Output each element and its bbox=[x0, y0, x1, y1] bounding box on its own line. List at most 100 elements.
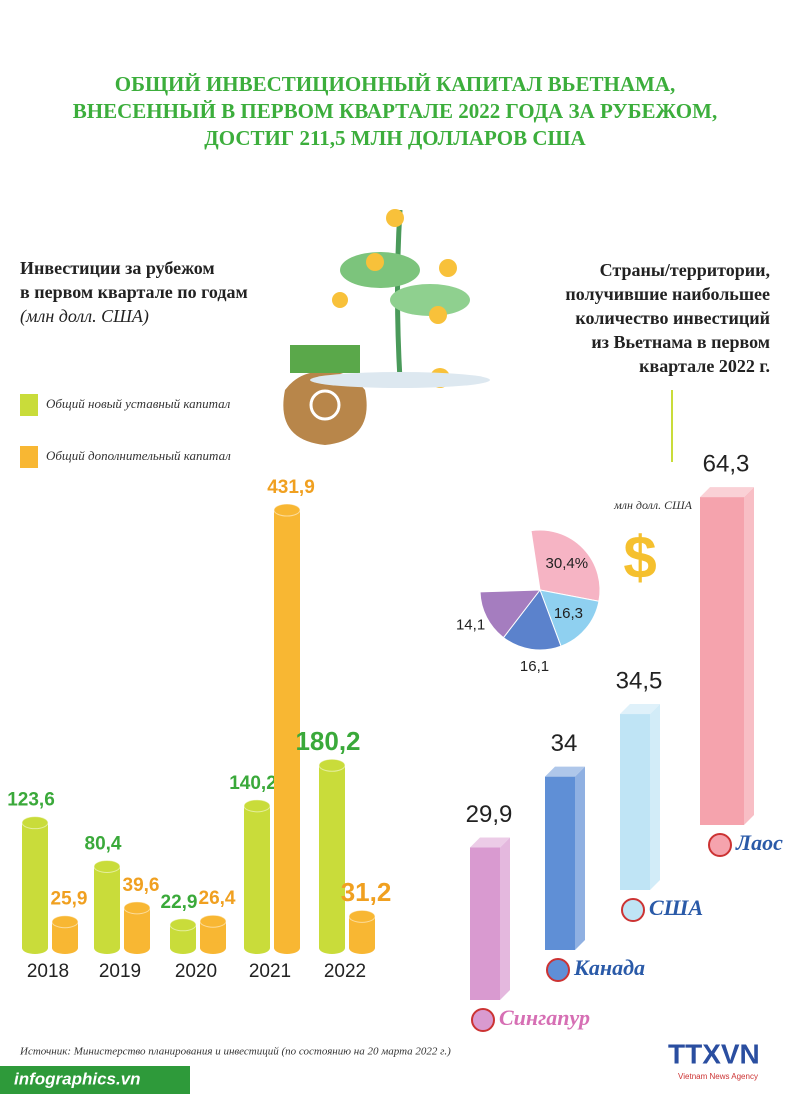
x-tick-label: 2019 bbox=[99, 961, 141, 982]
pie-label: 14,1 bbox=[456, 617, 485, 634]
chart-title: из Вьетнама в первом bbox=[591, 332, 770, 352]
value-label: 34 bbox=[551, 730, 578, 757]
bar bbox=[93, 859, 121, 954]
bar-body bbox=[319, 765, 345, 948]
chart-title: квартале 2022 г. bbox=[639, 356, 770, 376]
bar-front bbox=[700, 497, 744, 825]
bar-foot bbox=[124, 942, 150, 954]
bar-top-tint bbox=[700, 487, 754, 498]
brand: TTXVN bbox=[668, 1038, 760, 1069]
bar-side bbox=[500, 837, 510, 1000]
pie-label: 16,3 bbox=[554, 605, 583, 622]
legend-label: Общий дополнительный капитал bbox=[46, 448, 231, 463]
bar-body bbox=[274, 510, 300, 948]
legend-label: Общий новый уставный капитал bbox=[46, 396, 231, 411]
bar-foot bbox=[349, 942, 375, 954]
bar-foot bbox=[170, 942, 196, 954]
pie-slice bbox=[479, 589, 542, 639]
value-label: 29,9 bbox=[466, 801, 513, 828]
bar-cap bbox=[243, 799, 271, 813]
bar-side bbox=[650, 704, 660, 890]
x-tick-label: 2020 bbox=[175, 961, 217, 982]
bar-body bbox=[94, 866, 120, 948]
svg-text:$: $ bbox=[623, 524, 656, 591]
bar-cap bbox=[199, 914, 227, 928]
bar-top-tint bbox=[470, 837, 510, 848]
bar-foot bbox=[94, 942, 120, 954]
bar-cap bbox=[348, 909, 376, 923]
bar-body bbox=[22, 822, 48, 948]
bar-body bbox=[170, 924, 196, 948]
bar-side bbox=[575, 766, 585, 950]
value-label: 140,2 bbox=[229, 773, 277, 794]
category-label: Лаос bbox=[735, 830, 783, 855]
bar-cap bbox=[21, 816, 49, 830]
value-label: 64,3 bbox=[703, 450, 750, 477]
flag bbox=[471, 1008, 495, 1032]
bar bbox=[169, 918, 197, 954]
bar-cap bbox=[51, 915, 79, 929]
bar-cap bbox=[169, 918, 197, 932]
bar-cap bbox=[123, 901, 151, 915]
chart-title: получившие наибольшее bbox=[565, 284, 770, 304]
chart-title: в первом квартале по годам bbox=[20, 282, 248, 302]
bar bbox=[348, 909, 376, 954]
bar-body bbox=[244, 805, 270, 948]
bar bbox=[273, 503, 301, 954]
bar-foot bbox=[319, 942, 345, 954]
value-label: 25,9 bbox=[51, 889, 88, 910]
value-label: 26,4 bbox=[199, 888, 236, 909]
bar-cap bbox=[93, 859, 121, 873]
value-label: 431,9 bbox=[267, 477, 315, 498]
chart-subtitle: (млн долл. США) bbox=[20, 306, 149, 327]
source: Источник: Министерство планирования и ин… bbox=[19, 1046, 451, 1058]
bar bbox=[123, 901, 151, 954]
bar bbox=[700, 487, 754, 825]
x-tick-label: 2018 bbox=[27, 961, 69, 982]
value-label: 22,9 bbox=[161, 892, 198, 913]
bar bbox=[21, 816, 49, 954]
flag bbox=[546, 958, 570, 982]
bar-cap bbox=[318, 758, 346, 772]
flag bbox=[708, 833, 732, 857]
category-label: США bbox=[649, 895, 703, 920]
bar bbox=[545, 766, 585, 950]
pie-slice bbox=[530, 529, 601, 602]
pie-slice bbox=[502, 588, 562, 651]
bar-foot bbox=[22, 942, 48, 954]
bar bbox=[199, 914, 227, 954]
legend-swatch bbox=[20, 394, 38, 416]
pie-label: 16,1 bbox=[520, 658, 549, 675]
value-label: 31,2 bbox=[341, 877, 392, 907]
bar-foot bbox=[274, 942, 300, 954]
main-title: ДОСТИГ 211,5 МЛН ДОЛЛАРОВ США bbox=[204, 126, 586, 150]
bar bbox=[243, 799, 271, 954]
bar-body bbox=[124, 907, 150, 948]
bar-foot bbox=[52, 942, 78, 954]
legend-swatch bbox=[20, 446, 38, 468]
footer-bar bbox=[0, 1066, 190, 1094]
bar-foot bbox=[244, 942, 270, 954]
value-label: 39,6 bbox=[123, 875, 160, 896]
bar-front bbox=[620, 714, 650, 890]
bar bbox=[318, 758, 346, 954]
x-tick-label: 2021 bbox=[249, 961, 291, 982]
bar-front bbox=[470, 847, 500, 1000]
value-label: 80,4 bbox=[85, 833, 122, 854]
flag bbox=[621, 898, 645, 922]
value-label: 180,2 bbox=[295, 726, 360, 756]
dollar-sign: $ bbox=[623, 524, 656, 591]
x-tick-label: 2022 bbox=[324, 961, 366, 982]
main-title: ВНЕСЕННЫЙ В ПЕРВОМ КВАРТАЛЕ 2022 ГОДА ЗА… bbox=[73, 99, 717, 123]
bar bbox=[620, 704, 660, 890]
bar bbox=[470, 837, 510, 1000]
pie-slice bbox=[539, 589, 600, 647]
bar-front bbox=[545, 776, 575, 950]
bar-side bbox=[744, 487, 754, 825]
pie-label: 30,4% bbox=[546, 555, 589, 572]
bar-cap bbox=[273, 503, 301, 517]
main-title: ОБЩИЙ ИНВЕСТИЦИОННЫЙ КАПИТАЛ ВЬЕТНАМА, bbox=[115, 72, 675, 96]
chart-title: количество инвестиций bbox=[575, 308, 770, 328]
brand-sub: Vietnam News Agency bbox=[678, 1072, 758, 1081]
